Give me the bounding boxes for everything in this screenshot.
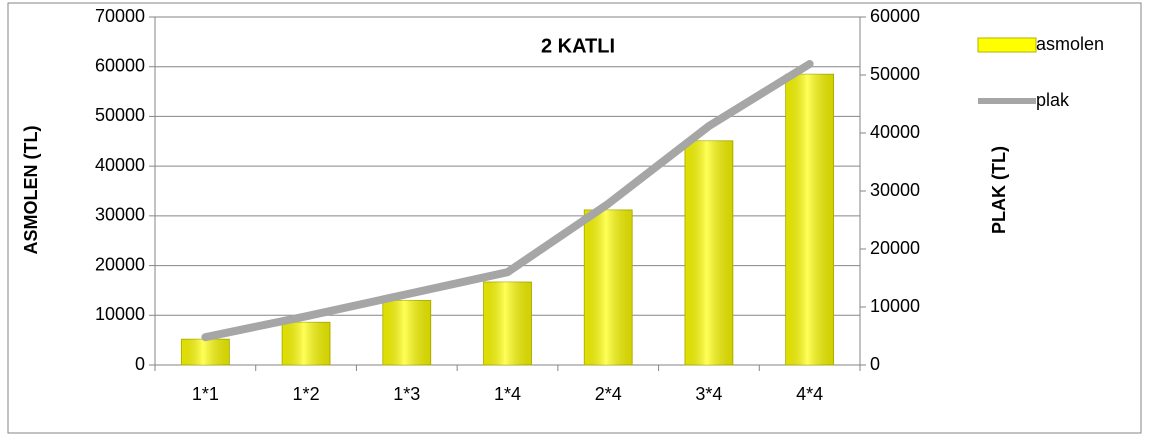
y-tick-label: 60000 (95, 55, 145, 75)
bar-shade (483, 281, 532, 365)
y2-tick-label: 40000 (870, 122, 920, 142)
chart-border (7, 2, 1142, 434)
y2-tick-label: 30000 (870, 180, 920, 200)
legend-label: asmolen (1036, 34, 1104, 54)
y2-axis-label: PLAK (TL) (989, 146, 1009, 234)
bar-shade (584, 209, 633, 365)
y-axis-label: ASMOLEN (TL) (21, 126, 41, 255)
y-tick-label: 20000 (95, 254, 145, 274)
y2-tick-label: 50000 (870, 64, 920, 84)
y2-tick-label: 10000 (870, 296, 920, 316)
y-tick-label: 70000 (95, 6, 145, 26)
x-tick-label: 1*4 (494, 384, 521, 404)
y2-tick-label: 60000 (870, 6, 920, 26)
y2-tick-label: 20000 (870, 238, 920, 258)
bar-shade (382, 300, 431, 365)
x-tick-label: 2*4 (595, 384, 622, 404)
bar-shade (181, 339, 230, 365)
chart-title: 2 KATLI (541, 35, 615, 57)
x-tick-label: 1*2 (293, 384, 320, 404)
bar-shade (785, 74, 834, 366)
line (201, 59, 814, 342)
y-tick-label: 40000 (95, 155, 145, 175)
bar-shade (282, 322, 331, 365)
bar-shade (684, 140, 733, 365)
y-tick-label: 50000 (95, 105, 145, 125)
x-tick-label: 1*3 (393, 384, 420, 404)
legend-label: plak (1036, 90, 1070, 110)
x-tick-label: 1*1 (192, 384, 219, 404)
y-tick-label: 30000 (95, 205, 145, 225)
y-tick-label: 10000 (95, 304, 145, 324)
x-tick-label: 4*4 (796, 384, 823, 404)
x-tick-label: 3*4 (695, 384, 722, 404)
legend-swatch (977, 37, 1037, 53)
y-tick-label: 0 (135, 354, 145, 374)
y2-tick-label: 0 (870, 354, 880, 374)
